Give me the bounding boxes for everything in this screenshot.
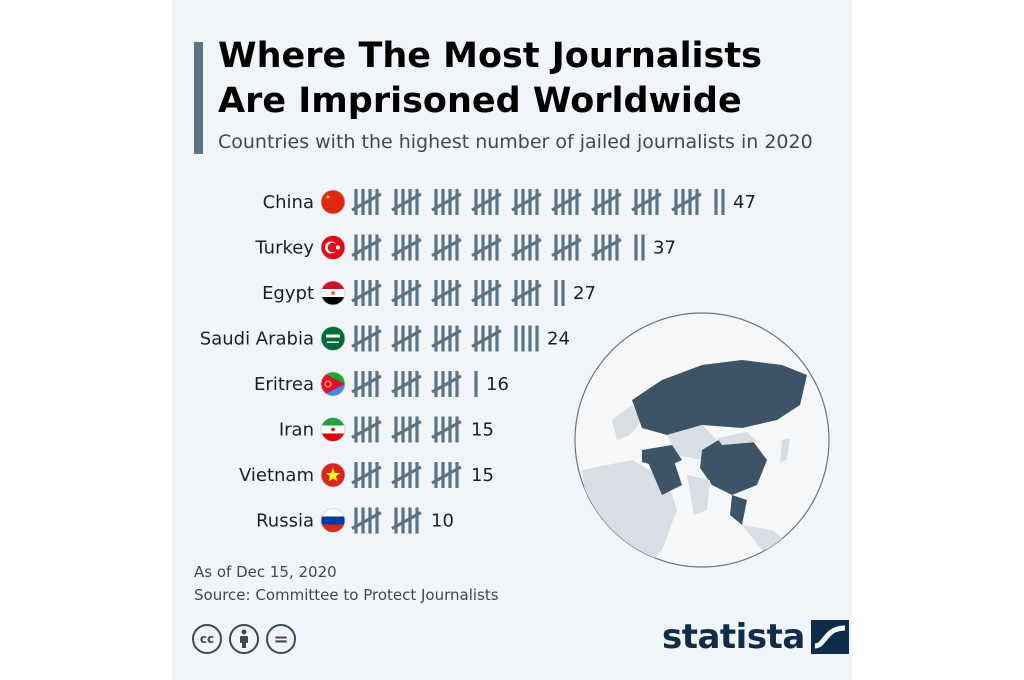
- value-label: 24: [547, 329, 570, 350]
- tally-chart: China 47 Turkey 37 Egypt 27 Saudi Arabia 24 Erit…: [200, 189, 756, 534]
- value-label: 27: [573, 283, 596, 304]
- source-note: Source: Committee to Protect Journalists: [194, 586, 499, 604]
- tally-slash: [391, 192, 422, 212]
- iran-flag-icon: [320, 417, 346, 442]
- category-label: Egypt: [262, 283, 314, 304]
- category-label: Eritrea: [254, 374, 314, 395]
- tally-slash: [351, 238, 382, 257]
- turkey-flag-icon: [320, 235, 346, 260]
- attribution-icon[interactable]: [229, 624, 259, 654]
- chart-row: Saudi Arabia 24: [200, 325, 570, 352]
- category-label: Russia: [256, 511, 314, 532]
- tally-marks: [351, 234, 645, 261]
- chart-row: Egypt 27: [262, 280, 596, 306]
- value-label: 16: [486, 374, 509, 395]
- tally-slash: [431, 465, 462, 485]
- eritrea-flag-icon: [320, 371, 346, 397]
- tally-slash: [391, 465, 422, 485]
- title-accent-bar: [194, 42, 203, 154]
- tally-slash: [431, 192, 462, 212]
- russia-flag-icon: [320, 508, 346, 533]
- vietnam-flag-icon: [320, 462, 346, 488]
- tally-slash: [391, 238, 422, 257]
- tally-slash: [471, 329, 502, 348]
- tally-slash: [471, 192, 502, 212]
- chart-title: Where The Most Journalists Are Imprisone…: [218, 36, 762, 121]
- value-label: 47: [733, 192, 756, 213]
- tally-slash: [351, 420, 382, 439]
- world-map-globe: [574, 312, 830, 568]
- tally-slash: [551, 192, 582, 212]
- tally-marks: [351, 189, 725, 215]
- tally-marks: [351, 462, 462, 488]
- chart-subtitle: Countries with the highest number of jai…: [218, 131, 813, 153]
- tally-marks: [351, 416, 462, 443]
- tally-slash: [471, 283, 502, 303]
- value-label: 10: [431, 511, 454, 532]
- tally-slash: [391, 329, 422, 348]
- tally-slash: [511, 238, 542, 257]
- statista-mark-icon: [810, 620, 849, 654]
- tally-slash: [391, 374, 422, 394]
- statista-logo[interactable]: statista: [662, 617, 849, 657]
- tally-marks: [351, 280, 565, 306]
- chart-row: Russia 10: [256, 507, 454, 534]
- license-icons: cc =: [192, 624, 296, 654]
- value-label: 15: [471, 420, 494, 441]
- category-label: China: [263, 192, 314, 213]
- chart-row: China 47: [263, 189, 756, 215]
- tally-slash: [351, 465, 382, 485]
- tally-slash: [351, 511, 382, 530]
- tally-slash: [351, 283, 382, 303]
- saudi-arabia-flag-icon: [320, 326, 346, 351]
- tally-slash: [351, 192, 382, 212]
- tally-slash: [391, 283, 422, 303]
- tally-slash: [591, 238, 622, 257]
- tally-slash: [391, 420, 422, 439]
- date-note: As of Dec 15, 2020: [194, 563, 337, 581]
- cc-icon[interactable]: cc: [192, 624, 222, 654]
- tally-slash: [511, 192, 542, 212]
- tally-slash: [591, 192, 622, 212]
- tally-slash: [351, 374, 382, 394]
- no-derivatives-icon[interactable]: =: [266, 624, 296, 654]
- tally-slash: [431, 283, 462, 303]
- infographic-card: Where The Most Journalists Are Imprisone…: [172, 0, 852, 680]
- egypt-flag-icon: [320, 280, 346, 306]
- chart-row: Eritrea 16: [254, 371, 509, 397]
- value-label: 15: [471, 465, 494, 486]
- tally-slash: [431, 374, 462, 394]
- category-label: Turkey: [254, 238, 314, 259]
- tally-marks: [351, 507, 422, 534]
- chart-row: Vietnam 15: [239, 462, 494, 488]
- value-label: 37: [653, 238, 676, 259]
- tally-slash: [431, 420, 462, 439]
- tally-marks: [351, 371, 478, 397]
- tally-slash: [391, 511, 422, 530]
- china-flag-icon: [320, 189, 346, 215]
- tally-slash: [631, 192, 662, 212]
- tally-slash: [551, 238, 582, 257]
- brand-name: statista: [662, 617, 805, 657]
- tally-slash: [431, 238, 462, 257]
- category-label: Vietnam: [239, 465, 314, 486]
- tally-slash: [471, 238, 502, 257]
- category-label: Saudi Arabia: [200, 329, 314, 350]
- tally-marks: [351, 325, 539, 352]
- tally-slash: [671, 192, 702, 212]
- tally-slash: [351, 329, 382, 348]
- tally-slash: [431, 329, 462, 348]
- chart-row: Iran 15: [279, 416, 494, 443]
- category-label: Iran: [279, 420, 314, 441]
- tally-slash: [511, 283, 542, 303]
- chart-row: Turkey 37: [254, 234, 676, 261]
